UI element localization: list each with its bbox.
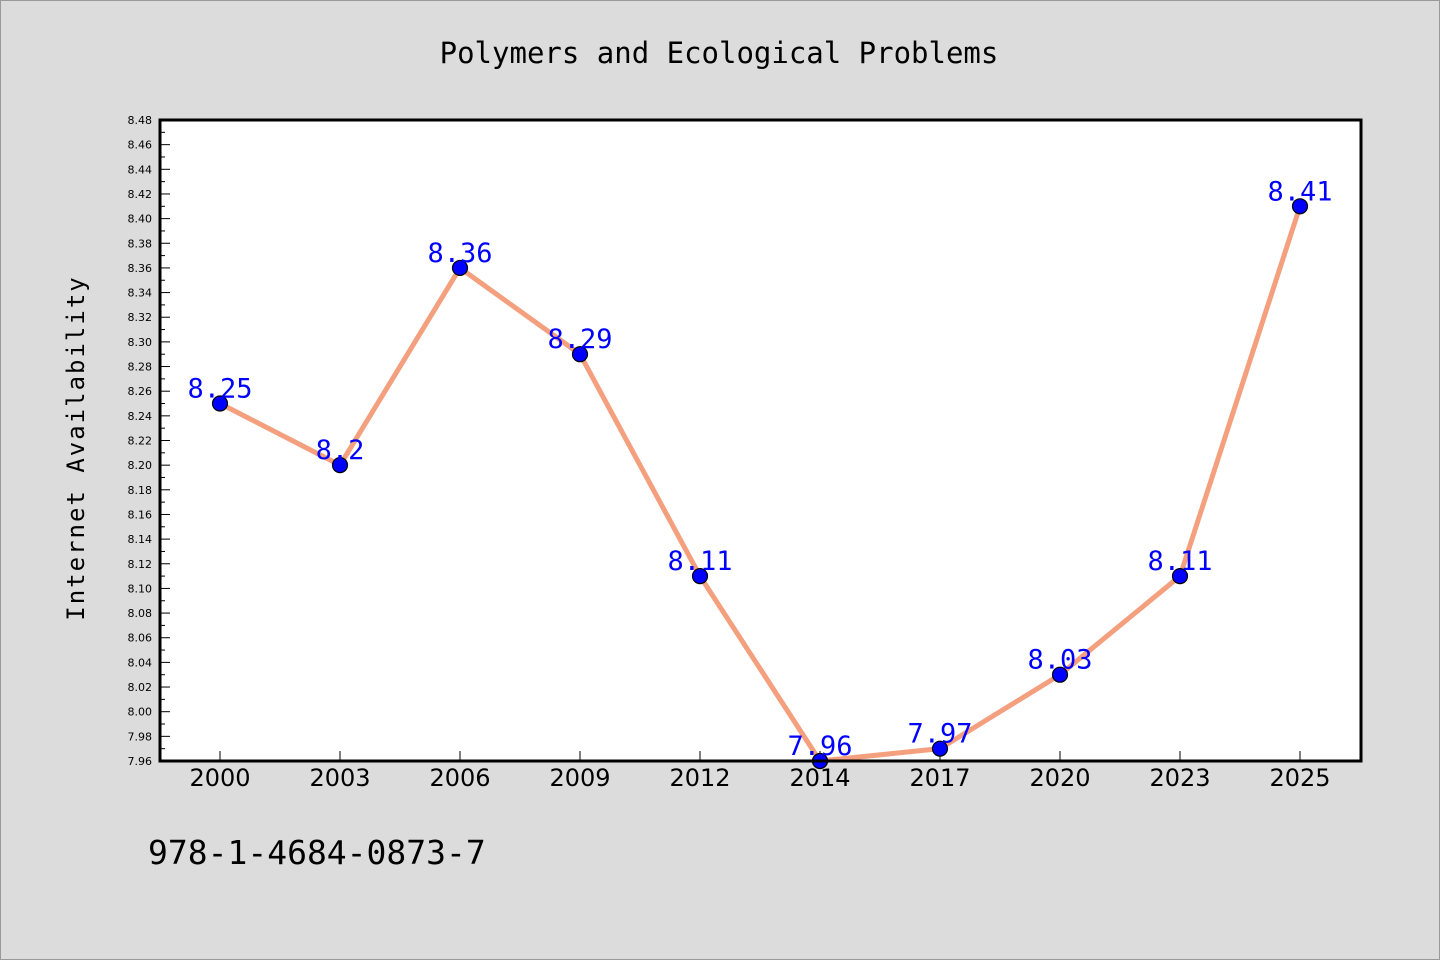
data-label: 8.25 bbox=[187, 374, 252, 405]
data-point bbox=[931, 740, 949, 757]
y-tick-label: 8.14 bbox=[128, 533, 153, 546]
y-tick-label: 8.40 bbox=[128, 213, 153, 226]
y-tick-label: 8.38 bbox=[128, 237, 153, 250]
data-point bbox=[1171, 567, 1189, 585]
data-point bbox=[1051, 666, 1069, 683]
y-tick-label: 8.08 bbox=[128, 607, 153, 620]
y-tick-label: 8.10 bbox=[128, 582, 153, 595]
series-line bbox=[217, 203, 1303, 764]
data-point bbox=[331, 457, 349, 474]
data-point bbox=[451, 259, 469, 277]
data-label: 8.11 bbox=[667, 546, 732, 577]
isbn-text: 978-1-4684-0873-7 bbox=[148, 833, 486, 872]
x-tick-label: 2003 bbox=[309, 764, 370, 792]
y-tick-label: 8.02 bbox=[128, 681, 153, 694]
data-label: 8.29 bbox=[547, 324, 612, 355]
y-tick-label: 7.96 bbox=[128, 755, 153, 768]
y-tick-label: 8.12 bbox=[128, 558, 153, 571]
x-tick-label: 2025 bbox=[1269, 764, 1330, 792]
y-tick-label: 8.34 bbox=[128, 287, 153, 300]
data-label: 8.11 bbox=[1147, 546, 1212, 577]
plot-frame bbox=[158, 118, 1363, 763]
data-label: 7.97 bbox=[907, 719, 972, 750]
y-tick-label: 8.44 bbox=[128, 163, 153, 176]
data-label: 8.2 bbox=[316, 435, 365, 466]
y-tick-label: 8.48 bbox=[128, 114, 153, 127]
data-label: 7.96 bbox=[787, 731, 852, 762]
x-tick-label: 2006 bbox=[429, 764, 490, 792]
y-tick-label: 7.98 bbox=[128, 730, 153, 743]
chart-title: Polymers and Ecological Problems bbox=[440, 36, 999, 70]
data-label: 8.41 bbox=[1267, 176, 1332, 207]
y-tick-label: 8.30 bbox=[128, 336, 153, 349]
y-tick-label: 8.06 bbox=[128, 632, 153, 645]
y-axis-label: Internet Availability bbox=[62, 275, 90, 620]
y-tick-label: 8.18 bbox=[128, 484, 153, 497]
x-tick-label: 2017 bbox=[909, 764, 970, 792]
y-tick-label: 8.46 bbox=[128, 139, 153, 152]
y-tick-label: 8.20 bbox=[128, 459, 153, 472]
y-tick-label: 8.00 bbox=[128, 706, 153, 719]
x-tick-label: 2020 bbox=[1029, 764, 1090, 792]
y-tick-label: 8.22 bbox=[128, 435, 153, 448]
x-tick-label: 2023 bbox=[1149, 764, 1210, 792]
data-labels: 8.25 8.2 8.36 8.29 8.11 7.96 7.97 8.03 8.11 8.41 bbox=[187, 176, 1332, 762]
x-tick-label: 2012 bbox=[669, 764, 730, 792]
y-tick-label: 8.24 bbox=[128, 410, 153, 423]
data-label: 8.03 bbox=[1027, 645, 1092, 676]
data-point bbox=[691, 567, 709, 585]
data-point bbox=[571, 346, 589, 363]
y-tick-label: 8.36 bbox=[128, 262, 153, 275]
y-tick-label: 8.16 bbox=[128, 508, 153, 521]
data-point bbox=[1291, 198, 1309, 215]
x-tick-label: 2000 bbox=[189, 764, 250, 792]
y-tick-label: 8.42 bbox=[128, 188, 153, 201]
x-axis: 2000 2003 2006 2009 2012 2014 2017 2020 2023 2025 bbox=[189, 751, 1331, 792]
y-tick-label: 8.28 bbox=[128, 361, 153, 374]
data-label: 8.36 bbox=[427, 238, 492, 269]
series-line-group bbox=[217, 203, 1303, 764]
y-tick-label: 8.26 bbox=[128, 385, 153, 398]
data-point bbox=[211, 395, 229, 412]
y-tick-label: 8.32 bbox=[128, 311, 153, 324]
y-tick-label: 8.04 bbox=[128, 656, 153, 669]
x-tick-label: 2009 bbox=[549, 764, 610, 792]
plot-area bbox=[160, 120, 1361, 761]
y-axis: 7.96 7.98 8.00 8.02 8.04 8.06 8.08 8.10 8.12 8.14… bbox=[128, 114, 170, 768]
